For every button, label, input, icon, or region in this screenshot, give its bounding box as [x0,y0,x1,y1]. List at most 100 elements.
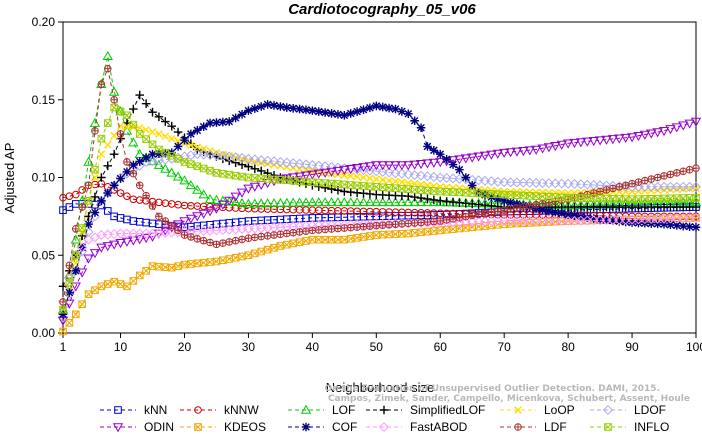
legend-item-knnw: kNNW [180,403,259,417]
data-point-cof [531,204,541,213]
data-point-inflo [116,107,125,116]
data-point-cof [467,180,477,190]
data-point-odin [499,148,510,158]
data-point-odin [614,134,625,144]
data-point-ldf [520,203,527,211]
data-point-cof [442,155,451,164]
series-line-inflo [62,106,697,310]
data-point-ldf [398,220,406,228]
data-point-kdeos [302,237,310,245]
data-point-inflo [148,140,157,148]
data-point-ldf [628,180,636,188]
data-point-ldof [492,176,503,187]
data-point-odin [108,240,120,250]
data-point-ldf [264,232,271,240]
data-point-loop [653,186,662,195]
data-point-odin [249,182,260,192]
data-point-cof [391,104,400,114]
data-point-inflo [481,190,489,198]
data-point-ldf [635,178,642,186]
data-point-ldof [205,149,216,160]
data-point-inflo [692,193,700,202]
data-point-cof [455,165,464,175]
data-point-odin [626,133,638,143]
data-point-cof [666,220,675,230]
data-point-ldof [543,178,554,189]
data-point-lof [211,194,222,204]
data-point-ldof [582,179,593,190]
data-point-lof [415,197,427,207]
data-point-kdeos [206,258,214,266]
legend-marker-cof [301,422,311,432]
data-point-cof [244,106,253,115]
y-axis-label: Adjusted AP [2,143,17,214]
data-point-odin [415,160,427,170]
data-point-inflo [219,170,227,178]
data-point-loop [378,176,387,184]
data-point-loop [174,137,182,145]
data-point-ldf [309,227,316,234]
data-point-ldf [168,222,175,230]
data-point-inflo [647,195,655,203]
data-point-ldf [456,214,463,222]
data-point-kdeos [468,223,476,231]
data-point-odin [460,154,471,164]
data-point-cof [416,123,426,133]
data-point-ldf [532,201,540,209]
data-point-cof [135,157,145,166]
data-point-ldf [334,225,342,232]
data-point-cof [403,109,413,119]
data-point-kdeos [78,300,86,309]
data-point-ldof [479,175,491,186]
data-point-inflo [174,155,182,163]
data-point-cof [589,214,598,223]
data-point-inflo [615,195,623,203]
data-point-inflo [583,194,591,202]
data-point-loop [103,141,112,149]
data-point-loop [161,132,170,141]
data-point-lof [319,197,331,207]
data-point-simplifiedlof [186,139,196,148]
data-point-cof [672,221,682,230]
data-point-ldf [232,237,239,244]
data-point-inflo [436,187,444,196]
data-point-simplifiedlof [135,90,145,100]
data-point-inflo [545,193,553,201]
data-point-ldof [217,150,228,161]
data-point-simplifiedlof [410,192,419,202]
data-point-cof [109,180,119,190]
data-point-inflo [385,184,393,192]
data-point-cof [563,210,573,220]
data-point-ldf [417,219,425,226]
data-point-ldof [371,166,382,177]
data-point-inflo [321,179,329,187]
y-tick-label: 0.20 [32,15,56,29]
data-point-kdeos [494,221,502,229]
data-point-inflo [263,175,272,183]
data-point-inflo [123,111,131,120]
data-point-inflo [442,188,451,196]
data-point-ldof [256,155,267,166]
data-point-cof [410,116,419,126]
data-point-loop [359,173,368,182]
data-point-ldf [366,222,374,230]
data-point-fastabod [77,242,88,253]
data-point-kdeos [289,239,297,248]
legend-label-inflo: INFLO [634,420,669,434]
data-point-lof [179,175,190,185]
data-point-odin [633,132,644,142]
data-point-odin [89,249,101,259]
data-point-cof [308,106,317,115]
data-point-cof [493,194,503,204]
data-point-kdeos [430,227,438,235]
data-point-odin [607,135,619,145]
data-point-kdeos [71,310,80,319]
data-point-inflo [212,169,221,177]
data-point-ldof [307,160,318,171]
data-point-ldof [320,161,331,172]
data-point-odin [134,235,145,245]
data-point-cof [423,142,432,151]
legend-label-odin: ODIN [144,420,174,434]
legend-marker-knnw [194,406,202,414]
data-point-inflo [551,193,559,201]
